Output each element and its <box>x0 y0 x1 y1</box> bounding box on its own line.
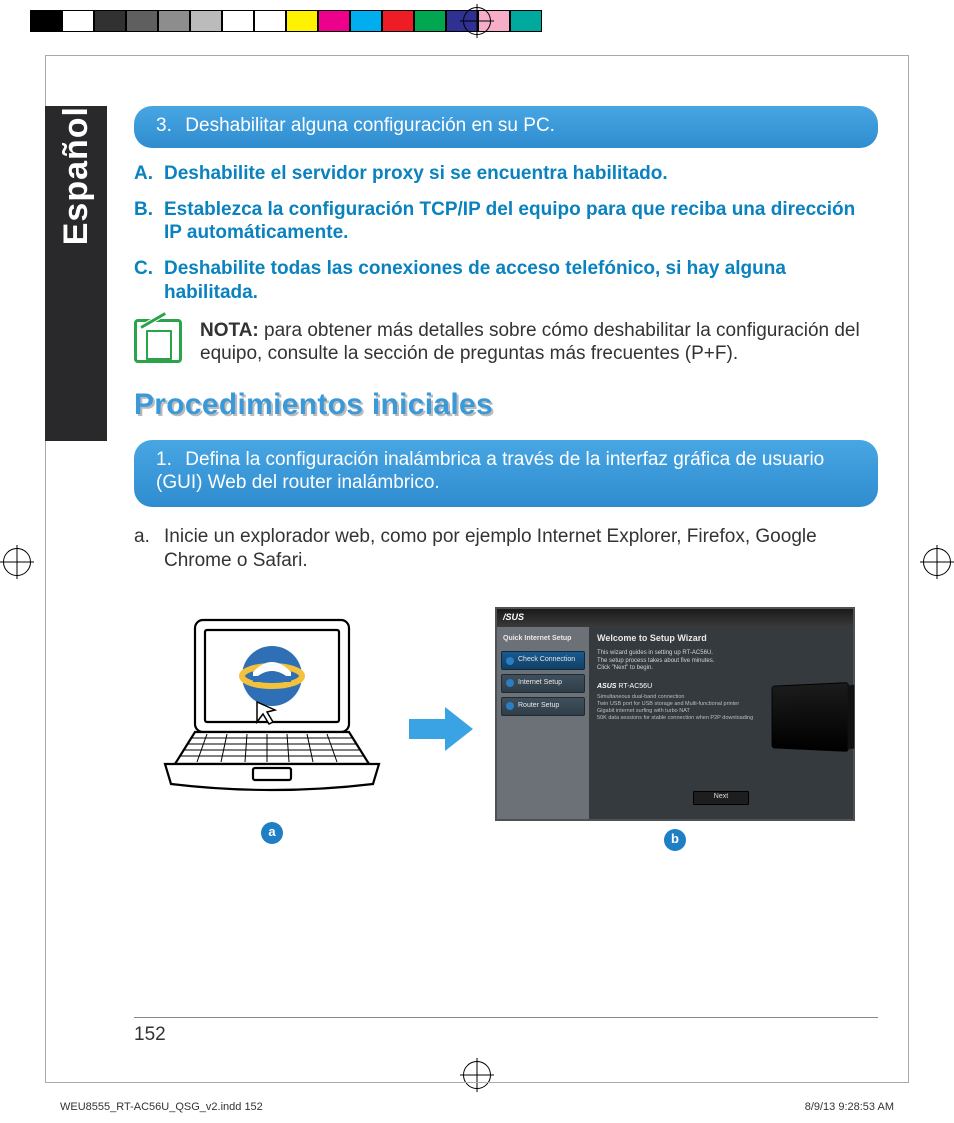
slug-left: WEU8555_RT-AC56U_QSG_v2.indd 152 <box>60 1101 263 1113</box>
list-label: C. <box>134 257 164 305</box>
substep-label: a. <box>134 525 164 573</box>
figure-a: a <box>157 614 387 844</box>
ui-side-item: Internet Setup <box>501 674 585 693</box>
step-number: 3. <box>156 114 180 138</box>
substep-a: a. Inicie un explorador web, como por ej… <box>134 525 878 573</box>
registration-mark-icon <box>463 7 491 35</box>
note-icon <box>134 319 182 363</box>
step-text: Defina la configuración inalámbrica a tr… <box>156 449 824 494</box>
language-tab: Español <box>45 106 107 441</box>
list-item: B. Establezca la configuración TCP/IP de… <box>134 198 878 246</box>
registration-mark-icon <box>923 548 951 576</box>
note-text: NOTA: para obtener más detalles sobre có… <box>200 319 878 367</box>
figure-b: /SUS Quick Internet Setup Check Connecti… <box>495 607 855 851</box>
ui-next-button: Next <box>693 791 749 805</box>
figure-label-a: a <box>261 822 283 844</box>
config-list: A. Deshabilite el servidor proxy si se e… <box>134 162 878 305</box>
router-ui-screenshot: /SUS Quick Internet Setup Check Connecti… <box>495 607 855 821</box>
ui-title: Welcome to Setup Wizard <box>597 633 845 644</box>
step-text: Deshabilitar alguna configuración en su … <box>185 115 555 136</box>
page-frame: Español 3. Deshabilitar alguna configura… <box>45 55 909 1083</box>
slug-right: 8/9/13 9:28:53 AM <box>805 1101 894 1113</box>
figure-row: a /SUS Quick Internet Setup Check Connec… <box>134 607 878 851</box>
figure-label-b: b <box>664 829 686 851</box>
router-image <box>772 683 847 751</box>
note-block: NOTA: para obtener más detalles sobre có… <box>134 319 878 367</box>
step-number: 1. <box>156 448 180 472</box>
list-label: A. <box>134 162 164 186</box>
list-text: Establezca la configuración TCP/IP del e… <box>164 198 878 246</box>
laptop-illustration <box>157 614 387 814</box>
section-title: Procedimientos iniciales <box>134 386 878 424</box>
list-text: Deshabilite todas las conexiones de acce… <box>164 257 878 305</box>
ui-side-item: Check Connection <box>501 651 585 670</box>
arrow-icon <box>405 703 477 755</box>
ui-sidebar: Quick Internet Setup Check Connection In… <box>497 627 589 819</box>
print-slug: WEU8555_RT-AC56U_QSG_v2.indd 152 8/9/13 … <box>60 1101 894 1113</box>
content-area: 3. Deshabilitar alguna configuración en … <box>134 106 878 851</box>
note-label: NOTA: <box>200 320 259 341</box>
language-tab-label: Español <box>57 106 96 263</box>
ui-side-header: Quick Internet Setup <box>501 633 585 648</box>
ui-sub: Simultaneous dual-band connection Twin U… <box>597 694 757 723</box>
ui-main: Welcome to Setup Wizard This wizard guid… <box>589 627 853 819</box>
page-footer: 152 <box>134 1017 878 1046</box>
ie-logo-icon <box>242 646 302 706</box>
ui-brand: /SUS <box>497 609 853 627</box>
step-pill-3: 3. Deshabilitar alguna configuración en … <box>134 106 878 148</box>
list-item: C. Deshabilite todas las conexiones de a… <box>134 257 878 305</box>
substep-text: Inicie un explorador web, como por ejemp… <box>164 525 878 573</box>
page-number: 152 <box>134 1024 166 1045</box>
list-item: A. Deshabilite el servidor proxy si se e… <box>134 162 878 186</box>
registration-mark-icon <box>3 548 31 576</box>
ui-desc: This wizard guides in setting up RT-AC56… <box>597 650 757 673</box>
list-text: Deshabilite el servidor proxy si se encu… <box>164 162 878 186</box>
step-pill-1: 1. Defina la configuración inalámbrica a… <box>134 440 878 508</box>
ui-side-item: Router Setup <box>501 697 585 716</box>
note-body: para obtener más detalles sobre cómo des… <box>200 320 860 365</box>
list-label: B. <box>134 198 164 246</box>
